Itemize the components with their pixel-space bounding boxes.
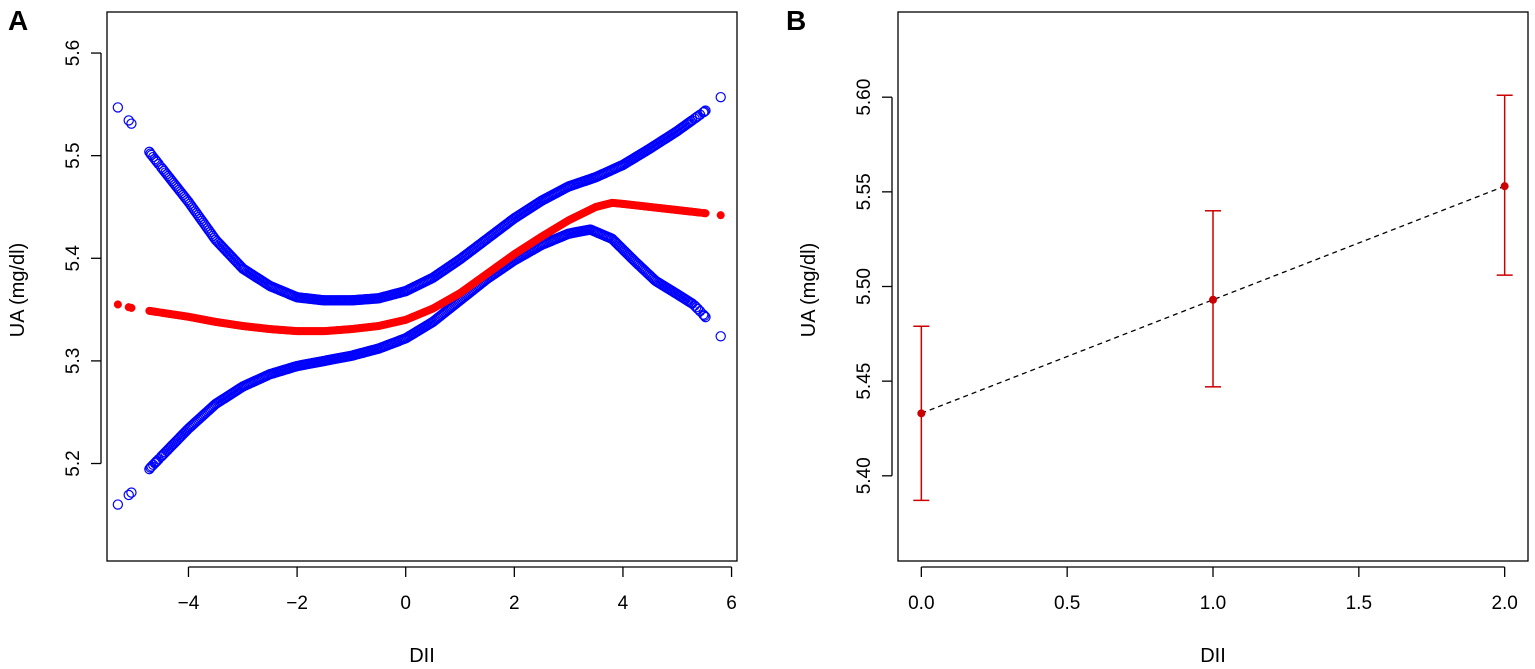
panel-a-x-tick-label: 4 [618, 593, 629, 614]
panel-b-y-tick-label: 5.40 [854, 457, 875, 494]
panel-a-lower-ci-point [715, 331, 726, 342]
panel-a-lower-ci-point [112, 499, 124, 510]
panel-a-lower-ci-point [698, 309, 709, 320]
panel-a-upper-ci-point [684, 117, 695, 128]
panel-a-lower-ci-point [684, 296, 695, 308]
panel-a-x-tick-label: −2 [286, 593, 308, 614]
panel-b-x-tick-label: 2.0 [1491, 593, 1517, 614]
panel-a-series [112, 91, 726, 510]
panel-b-y-tick-label: 5.45 [854, 363, 875, 400]
panel-a-lower-ci-point [147, 459, 159, 471]
panel-b-x-axis: 0.0 0.5 1.0 1.5 2.0 [908, 566, 1518, 614]
panel-b-y-tick-label: 5.55 [854, 173, 875, 210]
panel-a-upper-ci-point [150, 155, 162, 166]
panel-a-x-tick-label: −4 [178, 593, 200, 614]
panel-a-upper-ci-point [700, 105, 711, 116]
panel-a-y-tick-label: 5.6 [63, 40, 84, 66]
panel-b-x-tick-label: 0.0 [908, 593, 934, 614]
panel-a-lower-ci-point [123, 489, 134, 501]
panel-a-estimate-point [716, 211, 725, 220]
panel-a-y-tick-label: 5.3 [63, 348, 84, 374]
panel-b-point [1500, 182, 1509, 191]
panel-b-series [913, 94, 1513, 502]
panel-a-lower-ci-point [149, 457, 160, 469]
panel-a-upper-ci-point [126, 118, 137, 129]
panel-a-lower-ci-point [699, 310, 710, 321]
panel-a-upper-ci-point [689, 113, 700, 124]
panel-a-upper-ci-point [112, 102, 124, 113]
panel-a-y-tick-label: 5.5 [63, 142, 84, 168]
panel-a-y-axis-title: UA (mg/dl) [7, 243, 29, 337]
panel-a-lower-ci-point [126, 487, 137, 498]
panel-b-label: B [786, 5, 806, 36]
panel-a-upper-ci-point [699, 106, 710, 117]
panel-a-x-axis-title: DII [409, 645, 435, 667]
panel-b-y-tick-label: 5.50 [854, 268, 875, 305]
panel-b-y-tick-label: 5.60 [854, 79, 875, 116]
panel-a-lower-ci-point [691, 302, 702, 313]
panel-b-x-tick-label: 1.0 [1200, 593, 1226, 614]
panel-a-x-axis: −4 −2 0 2 4 6 [178, 566, 737, 614]
panel-a-lower-ci-point [150, 456, 162, 468]
panel-a-estimate-point [127, 303, 136, 312]
panel-a-upper-ci-point [123, 115, 134, 126]
panel-a-upper-ci-point [144, 146, 155, 158]
panel-a-y-axis: 5.2 5.3 5.4 5.5 5.6 [63, 40, 102, 477]
panel-b-point [917, 409, 926, 418]
panel-b-x-tick-label: 0.5 [1054, 593, 1080, 614]
panel-b-y-axis: 5.40 5.45 5.50 5.55 5.60 [854, 79, 893, 494]
panel-a: A −4 −2 0 2 4 6 5.2 5.3 5.4 5.5 5.6 DII UA (mg/dl… [7, 5, 738, 667]
panel-b: B 0.0 0.5 1.0 1.5 2.0 5.40 5.45 5.50 5.55 5.60 D… [786, 5, 1529, 667]
panel-a-label: A [8, 5, 28, 36]
panel-b-x-axis-title: DII [1200, 645, 1226, 667]
panel-a-x-tick-label: 2 [509, 593, 520, 614]
panel-a-lower-ci-point [700, 311, 711, 323]
panel-a-upper-ci-point [698, 107, 709, 118]
panel-a-lower-ci-point [692, 303, 704, 315]
panel-a-x-tick-label: 6 [726, 593, 737, 614]
panel-a-plot-border [106, 11, 738, 562]
panel-b-point [1209, 295, 1217, 304]
panel-a-estimate-point [113, 300, 122, 309]
panel-a-y-tick-label: 5.4 [63, 245, 84, 272]
panel-a-lower-ci-point [689, 300, 700, 311]
panel-a-y-tick-label: 5.2 [63, 450, 84, 476]
panel-a-upper-ci-point [715, 91, 726, 103]
panel-b-y-axis-title: UA (mg/dl) [798, 243, 820, 337]
panel-a-x-tick-label: 0 [400, 593, 411, 614]
panel-a-estimate-point [701, 209, 710, 218]
panel-b-plot-border [897, 11, 1529, 562]
panel-b-x-tick-label: 1.5 [1346, 593, 1372, 614]
